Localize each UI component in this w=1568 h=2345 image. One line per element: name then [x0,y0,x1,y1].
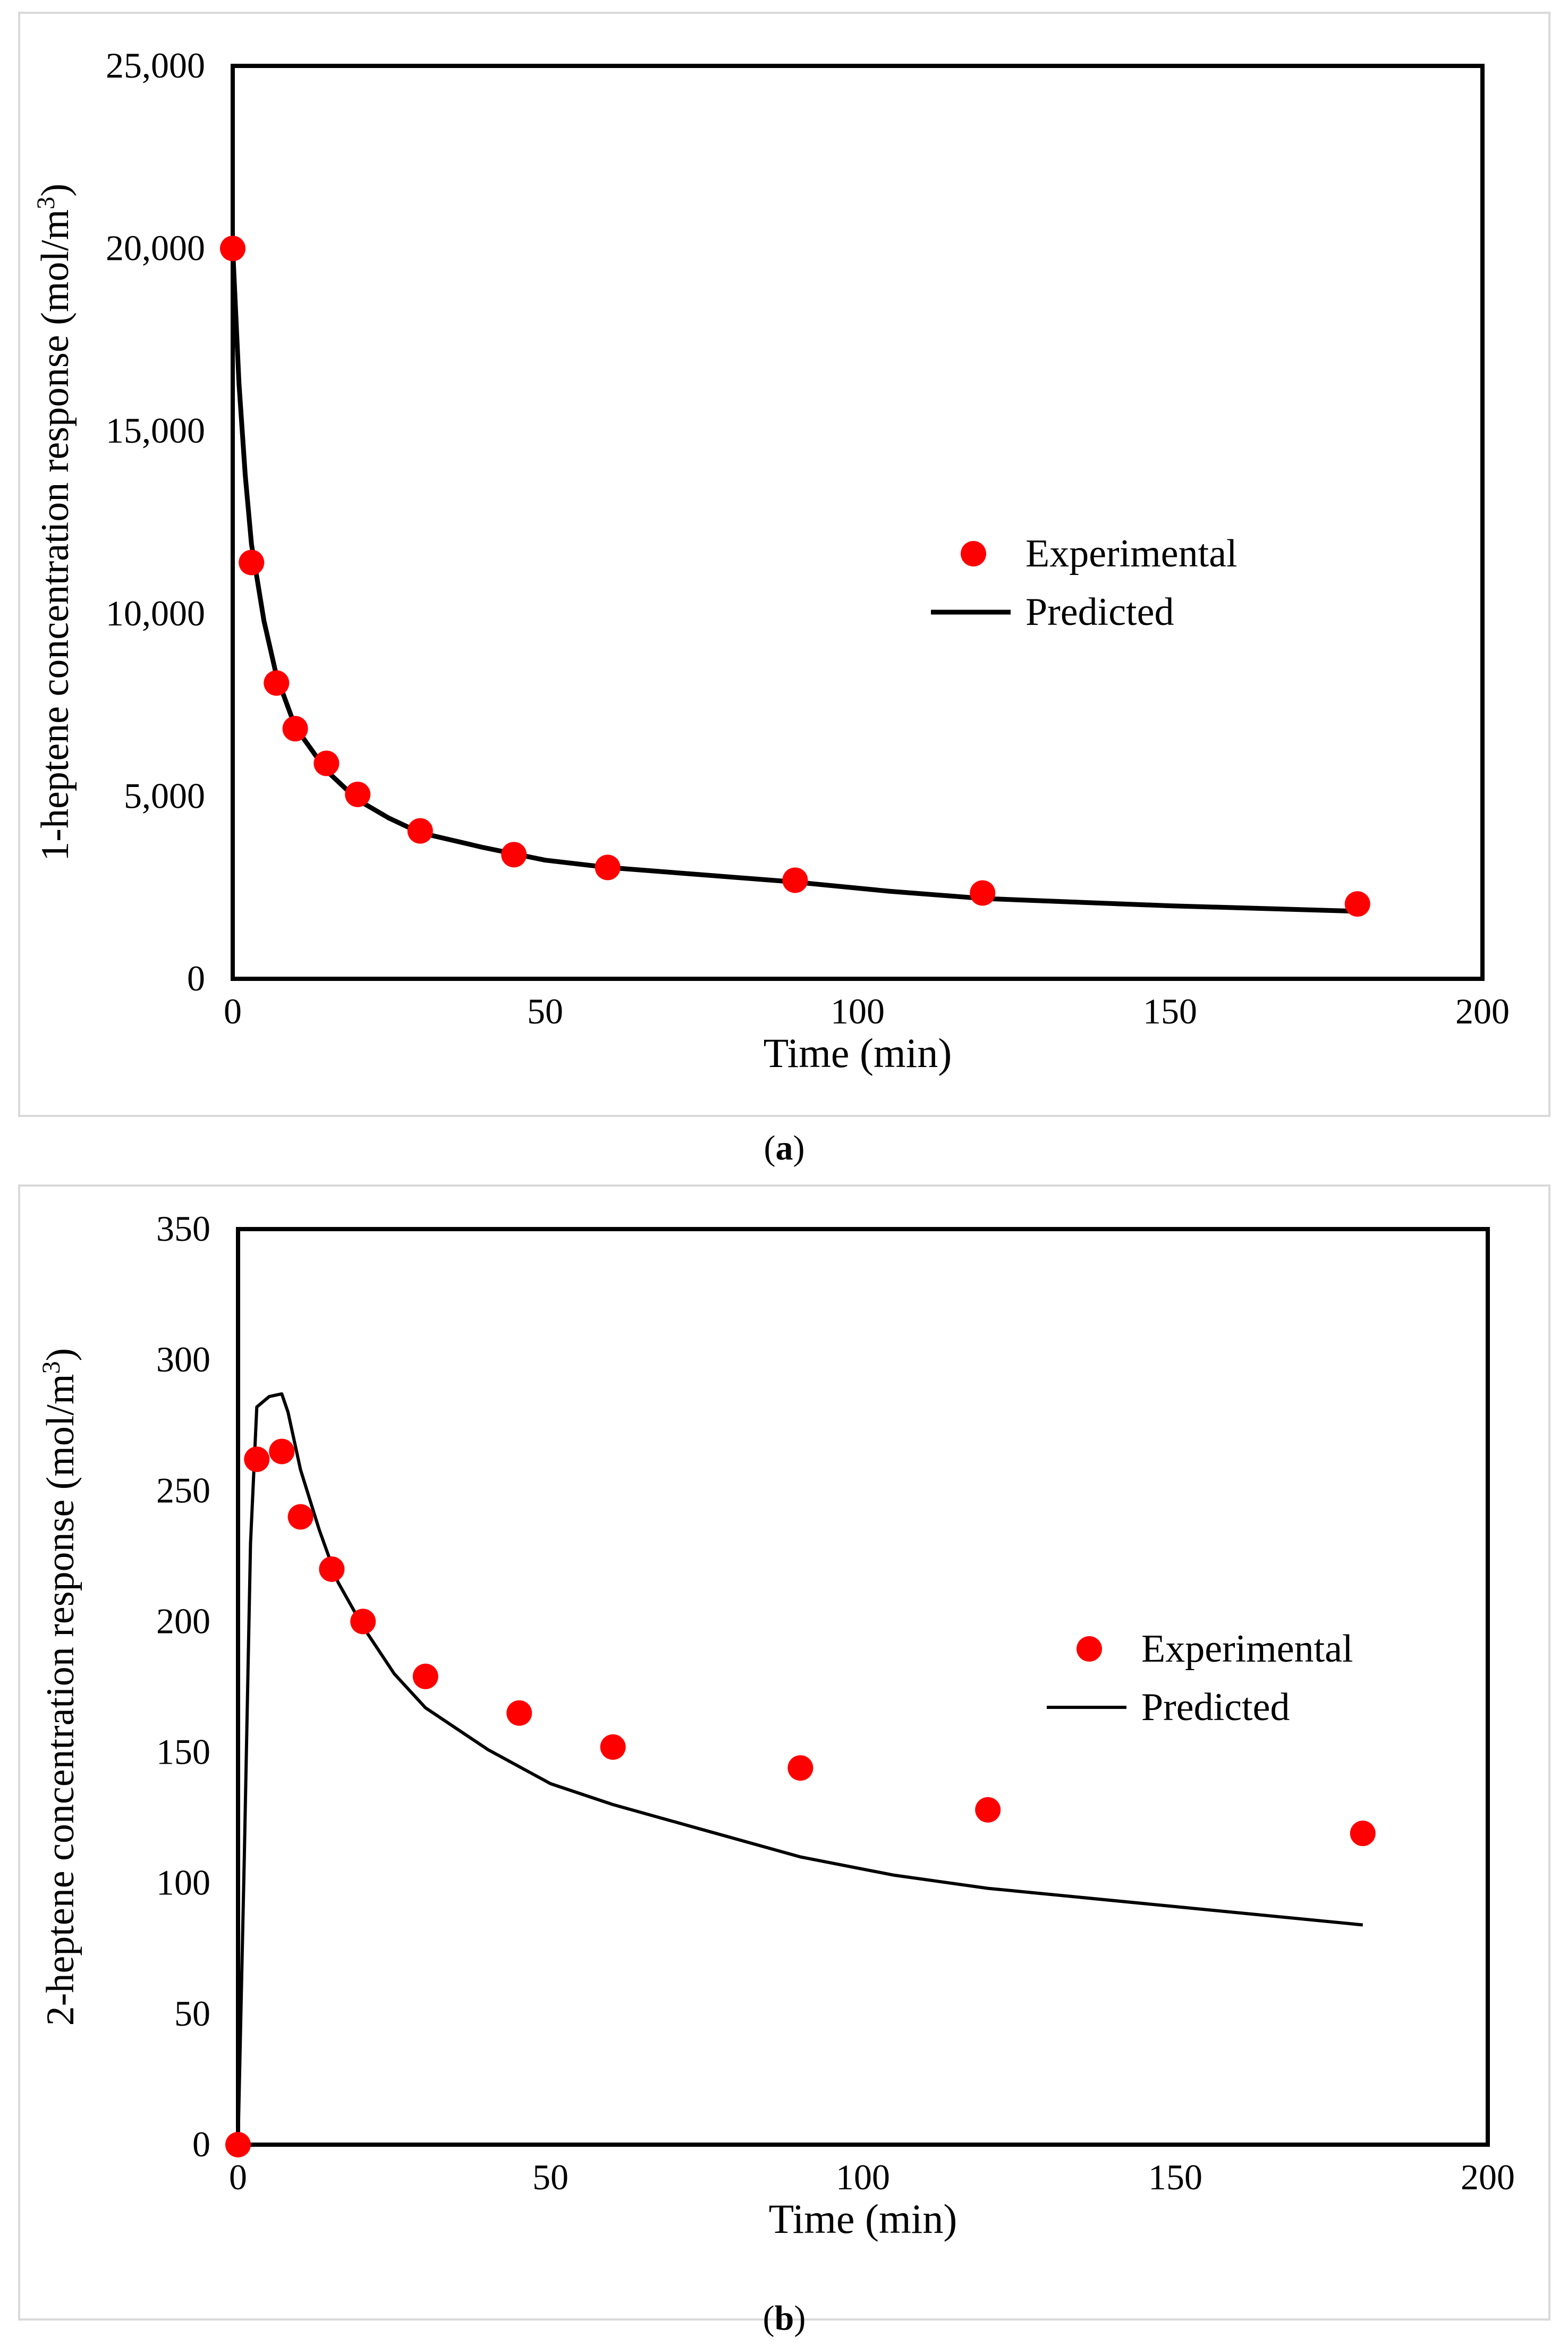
chart-b-y-axis-label-superscript: 3 [37,1361,65,1374]
chart-a-experimental-point [345,781,371,807]
chart-a-x-tick-label: 100 [830,991,885,1031]
chart-a-experimental-point [264,670,290,696]
chart-b-group: 0 50 100 150 200 250 300 350 0 50 100 150 200 Time (m… [37,1208,1515,2242]
chart-b-y-tick-label: 0 [192,2124,210,2164]
chart-b-x-tick-label: 100 [836,2157,890,2197]
chart-a-y-axis-label-superscript: 3 [32,197,60,209]
chart-a-experimental-point [501,842,527,868]
chart-b-y-tick-label: 50 [174,1993,210,2034]
chart-a-experimental-point [782,867,808,893]
chart-b-y-tick-label: 150 [156,1732,210,1772]
chart-b-y-tick-label: 200 [156,1601,210,1641]
chart-a-y-axis-label-main: 1-heptene concentration response (mol/m [33,209,77,861]
chart-b-x-tick-label: 0 [229,2157,247,2197]
chart-b-y-tick-label: 100 [156,1863,210,1903]
chart-a-group: 0 5,000 10,000 15,000 20,000 25,000 0 50 100 150 2… [32,45,1510,1076]
chart-b-x-axis-label: Time (min) [769,2196,957,2242]
chart-a-y-axis-label-end: ) [33,183,77,197]
chart-b-experimental-point [600,1734,626,1760]
chart-a-experimental-point [595,854,621,881]
chart-b-y-axis-label: 2-heptene concentration response (mol/m3… [37,1348,82,2026]
chart-a-x-tick-label: 50 [527,991,563,1031]
chart-b-experimental-point [225,2132,251,2157]
chart-a-experimental-point [313,750,340,776]
chart-a-experimental-point [1344,891,1370,917]
chart-b-experimental-point [269,1438,295,1464]
chart-b-experimental-point [319,1556,345,1582]
chart-a-legend-label-predicted: Predicted [1025,590,1174,634]
chart-b-experimental-point [787,1755,813,1781]
chart-b-x-tick-label: 50 [532,2157,569,2197]
chart-b-x-tick-label: 150 [1148,2157,1202,2197]
chart-b-predicted-line [236,1392,1363,2145]
chart-a-legend-marker-experimental [961,541,986,566]
chart-a-y-tick-label: 20,000 [106,228,205,268]
chart-b-legend-label-predicted: Predicted [1141,1686,1290,1729]
chart-a-predicted-line [230,248,1358,914]
chart-b-experimental-point [287,1504,313,1530]
chart-b-legend-marker-experimental [1077,1636,1102,1662]
chart-a-experimental-point [282,716,308,742]
chart-b-experimental-point [975,1797,1001,1823]
chart-a-experimental-point [970,880,996,906]
chart-a-experimental-point [239,549,265,575]
chart-b-experimental-point [1350,1821,1376,1847]
chart-a-experimental-point [220,235,245,261]
chart-b-y-tick-label: 300 [156,1339,210,1379]
chart-b-experimental-point [350,1609,376,1635]
chart-a-y-axis-label: 1-heptene concentration response (mol/m3… [32,183,77,861]
chart-a-x-tick-label: 150 [1143,991,1197,1031]
chart-a-x-axis-label: Time (min) [764,1030,952,1076]
chart-a-y-tick-label: 0 [187,958,205,998]
chart-a-y-tick-label: 5,000 [124,775,205,816]
panel-b-caption-letter: b [774,2299,794,2338]
panel-a-frame [18,12,1550,1117]
panel-a-caption-letter: a [775,1129,793,1167]
chart-a-experimental-point [407,818,433,844]
chart-a-y-tick-label: 10,000 [106,593,205,633]
chart-b-x-tick-label: 200 [1461,2157,1515,2197]
chart-b-plot-frame [236,1227,1490,2147]
chart-a-x-tick-label: 200 [1455,991,1510,1031]
chart-b-experimental-point [244,1446,270,1472]
chart-a-legend-label-experimental: Experimental [1025,532,1238,575]
chart-b-y-tick-label: 350 [156,1208,210,1249]
chart-b-y-tick-label: 250 [156,1470,210,1510]
chart-a-plot-frame [231,64,1485,981]
panel-a-caption: (a) [764,1129,805,1167]
panel-b-caption: (b) [762,2299,806,2338]
chart-a-y-tick-label: 25,000 [106,45,205,86]
panel-b-frame [18,1184,1550,2321]
chart-b-experimental-point [506,1700,532,1726]
chart-b-legend-label-experimental: Experimental [1141,1627,1353,1671]
chart-b-y-axis-label-main: 2-heptene concentration response (mol/m [39,1374,82,2026]
chart-b-y-axis-label-end: ) [39,1348,82,1361]
chart-a-x-tick-label: 0 [224,991,242,1031]
chart-a-y-tick-label: 15,000 [106,410,205,451]
chart-b-experimental-point [412,1663,438,1689]
